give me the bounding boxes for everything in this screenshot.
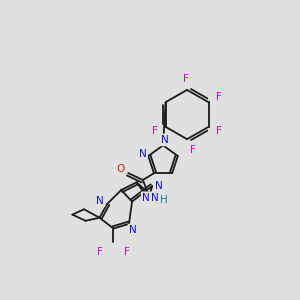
Text: N: N [139, 149, 147, 159]
Text: F: F [217, 126, 222, 136]
Text: F: F [152, 126, 158, 136]
Text: F: F [183, 74, 188, 84]
Text: H: H [160, 195, 168, 205]
Text: O: O [116, 164, 124, 174]
Text: N: N [152, 193, 159, 203]
Text: F: F [124, 248, 130, 257]
Text: N: N [129, 225, 137, 235]
Text: F: F [97, 248, 103, 257]
Text: N: N [142, 193, 150, 203]
Text: N: N [161, 135, 169, 145]
Text: N: N [155, 181, 163, 191]
Text: F: F [217, 92, 222, 102]
Text: F: F [190, 145, 196, 155]
Text: N: N [96, 196, 104, 206]
